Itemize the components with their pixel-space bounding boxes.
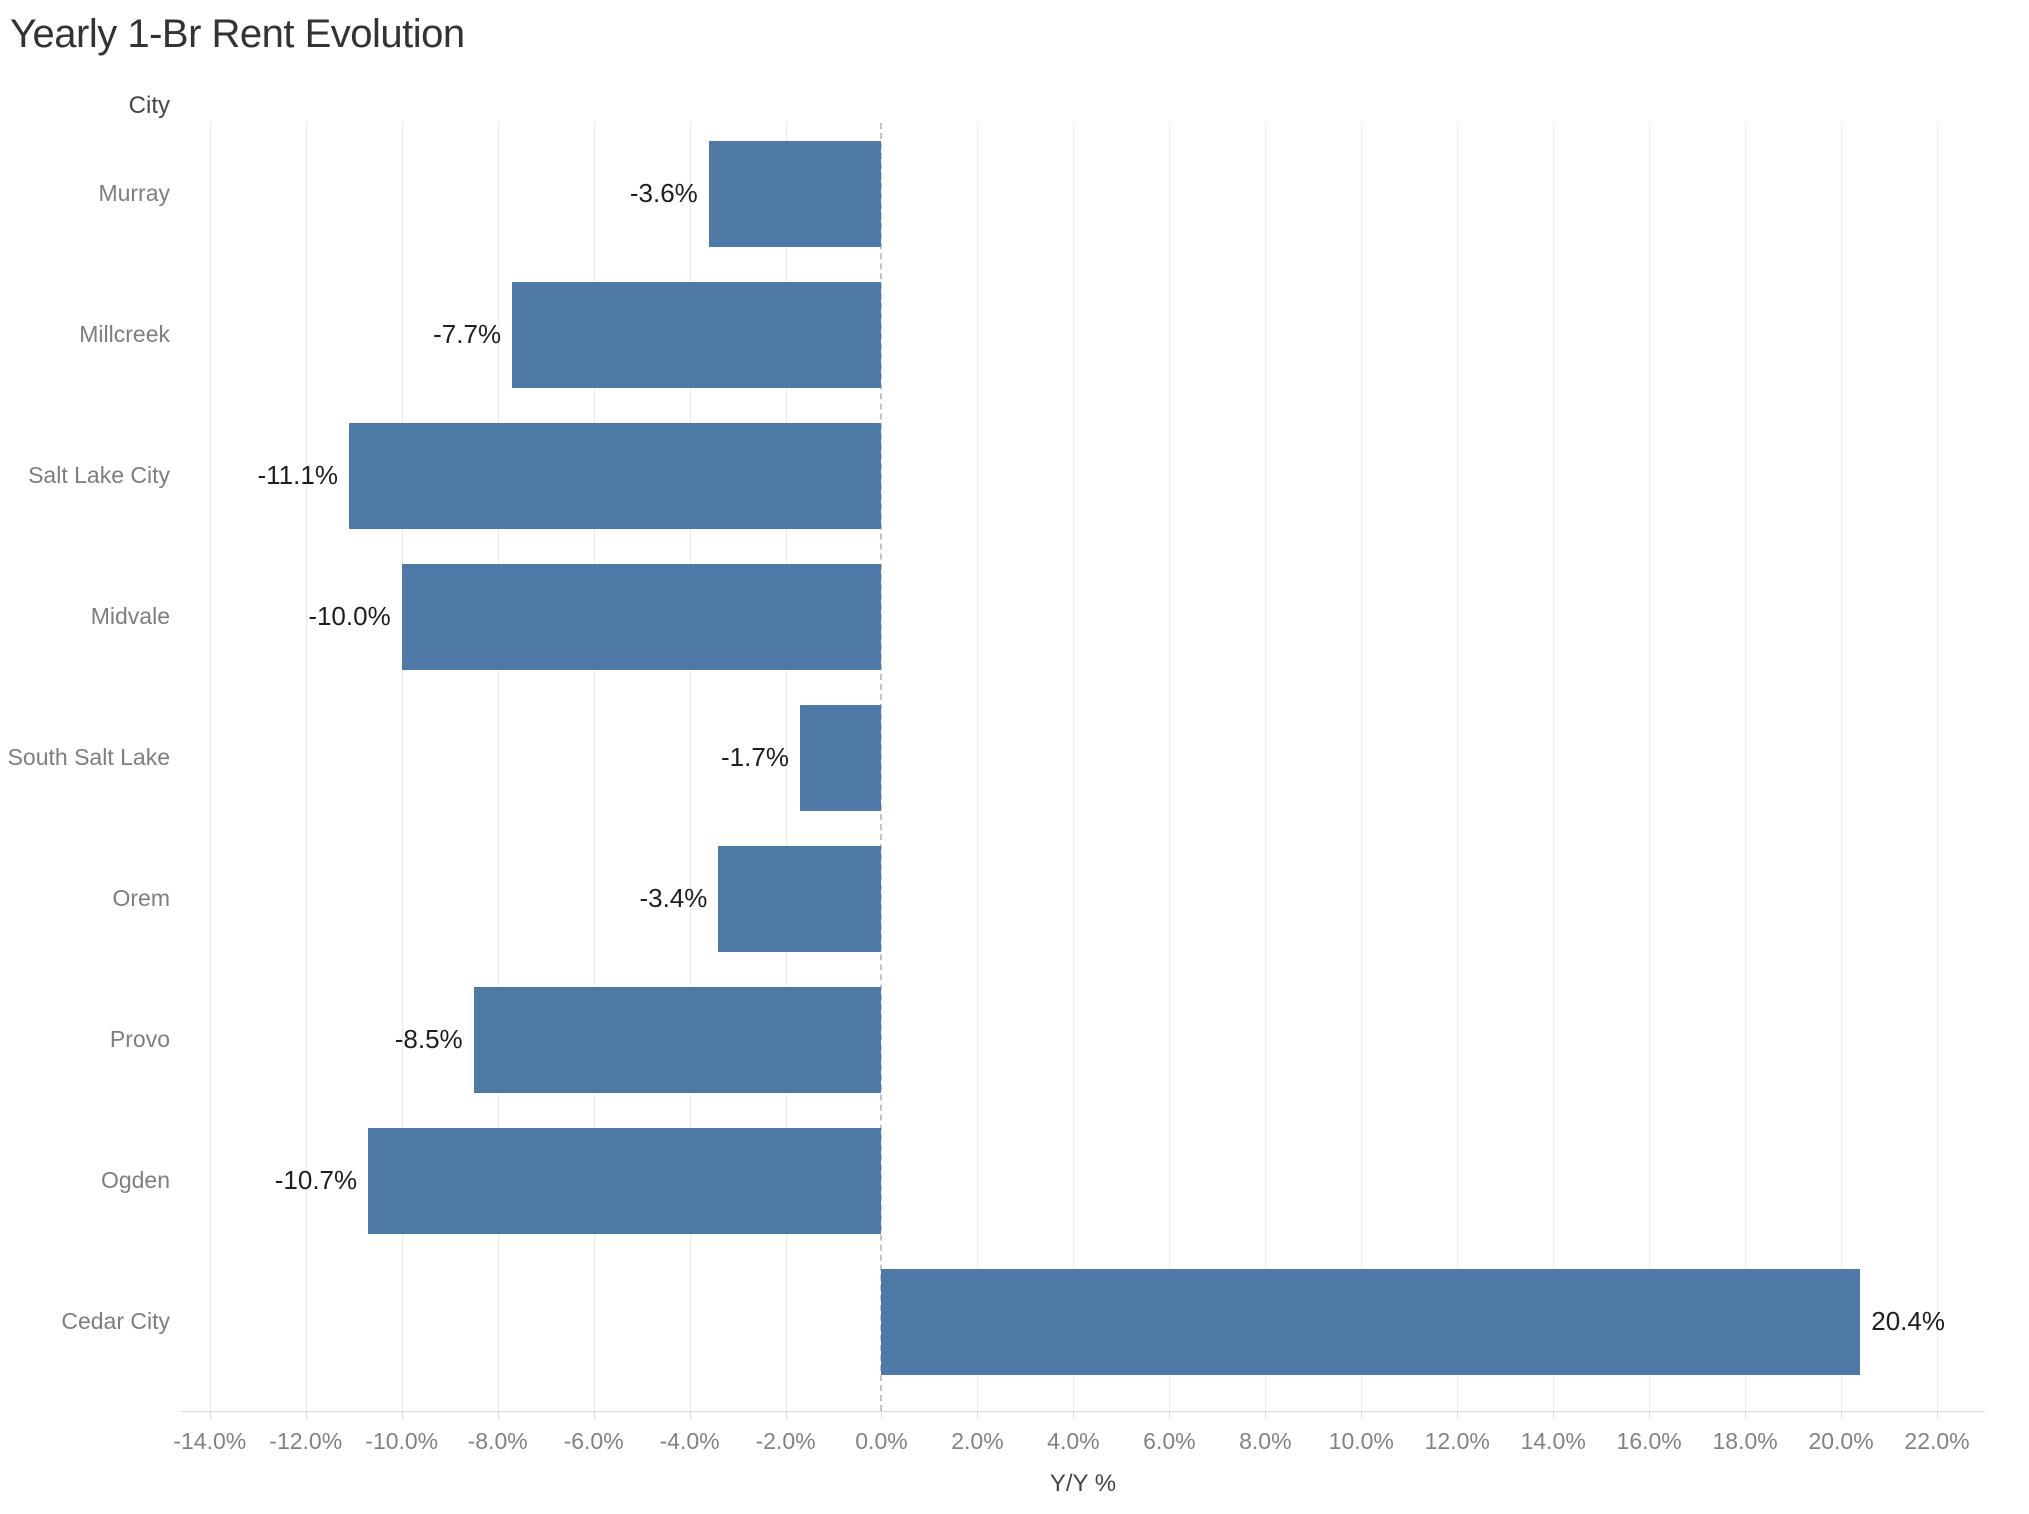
category-label: Salt Lake City [28, 462, 170, 488]
x-axis-line [181, 1411, 1985, 1412]
gridline [1265, 123, 1267, 1411]
x-tick-mark [1265, 1411, 1267, 1419]
x-tick-label: 4.0% [1047, 1428, 1100, 1454]
x-tick-label: 18.0% [1712, 1428, 1778, 1454]
gridline [1169, 123, 1171, 1411]
gridline [689, 123, 691, 1411]
x-tick-mark [1457, 1411, 1459, 1419]
category-label: Ogden [100, 1167, 170, 1193]
gridline [977, 123, 979, 1411]
x-tick-mark [497, 1411, 499, 1419]
gridline [1649, 123, 1651, 1411]
x-tick-mark [1745, 1411, 1747, 1419]
x-tick-label: -12.0% [269, 1428, 343, 1454]
x-tick-mark [881, 1411, 883, 1419]
gridline [1553, 123, 1555, 1411]
x-tick-label: 20.0% [1808, 1428, 1874, 1454]
gridline [1745, 123, 1747, 1411]
bar-value-label: -8.5% [394, 1024, 463, 1054]
x-tick-label: 22.0% [1904, 1428, 1970, 1454]
category-axis-header: City [128, 92, 170, 119]
x-tick-label: -2.0% [755, 1428, 816, 1454]
gridline [785, 123, 787, 1411]
x-tick-mark [305, 1411, 307, 1419]
x-tick-label: -6.0% [563, 1428, 624, 1454]
x-tick-mark [977, 1411, 979, 1419]
x-tick-mark [1361, 1411, 1363, 1419]
x-tick-mark [689, 1411, 691, 1419]
x-tick-mark [1169, 1411, 1171, 1419]
gridline [305, 123, 307, 1411]
bar-millcreek[interactable] [512, 281, 882, 388]
x-tick-label: -4.0% [659, 1428, 720, 1454]
bar-orem[interactable] [718, 845, 882, 952]
x-tick-label: 14.0% [1520, 1428, 1586, 1454]
x-tick-label: 0.0% [855, 1428, 908, 1454]
x-tick-label: 8.0% [1239, 1428, 1292, 1454]
zero-line [880, 123, 883, 1411]
x-tick-mark [1553, 1411, 1555, 1419]
x-tick-mark [209, 1411, 211, 1419]
bar-value-label: -1.7% [721, 742, 789, 772]
bar-south-salt-lake[interactable] [799, 704, 882, 811]
gridline [1841, 123, 1843, 1411]
x-tick-mark [1649, 1411, 1651, 1419]
gridline [1073, 123, 1075, 1411]
bar-value-label: 20.4% [1871, 1306, 1945, 1336]
bar-value-label: -10.0% [308, 601, 391, 631]
x-tick-label: 2.0% [951, 1428, 1004, 1454]
bar-midvale[interactable] [401, 563, 882, 670]
category-label: South Salt Lake [7, 744, 170, 770]
x-tick-label: 6.0% [1143, 1428, 1196, 1454]
gridline [401, 123, 403, 1411]
bar-value-label: -3.4% [639, 883, 708, 913]
bar-value-label: -10.7% [274, 1165, 358, 1195]
category-label: Millcreek [79, 321, 170, 347]
x-tick-label: -8.0% [467, 1428, 528, 1454]
x-tick-mark [1073, 1411, 1075, 1419]
category-label: Murray [98, 180, 170, 206]
bar-ogden[interactable] [368, 1127, 882, 1234]
bar-value-label: -7.7% [433, 319, 502, 349]
bar-value-label: -3.6% [629, 178, 698, 208]
bar-murray[interactable] [708, 140, 882, 247]
x-tick-mark [785, 1411, 787, 1419]
x-tick-mark [593, 1411, 595, 1419]
x-tick-label: -10.0% [365, 1428, 439, 1454]
value-axis-title: Y/Y % [1049, 1470, 1117, 1497]
bar-salt-lake-city[interactable] [348, 422, 882, 529]
bar-cedar-city[interactable] [881, 1268, 1861, 1375]
category-label: Provo [109, 1026, 170, 1052]
x-tick-mark [401, 1411, 403, 1419]
bar-provo[interactable] [473, 986, 882, 1093]
gridline [1361, 123, 1363, 1411]
gridline [1457, 123, 1459, 1411]
x-tick-label: -14.0% [173, 1428, 247, 1454]
x-tick-mark [1841, 1411, 1843, 1419]
x-tick-label: 16.0% [1616, 1428, 1682, 1454]
gridline [593, 123, 595, 1411]
x-tick-mark [1937, 1411, 1939, 1419]
x-tick-label: 12.0% [1424, 1428, 1490, 1454]
category-label: Orem [112, 885, 171, 911]
category-label: Cedar City [61, 1308, 170, 1334]
gridline [209, 123, 211, 1411]
gridline [1937, 123, 1939, 1411]
gridline [497, 123, 499, 1411]
category-label: Midvale [90, 603, 170, 629]
bar-value-label: -11.1% [257, 460, 338, 490]
x-tick-label: 10.0% [1328, 1428, 1394, 1454]
chart-title: Yearly 1-Br Rent Evolution [10, 12, 465, 56]
